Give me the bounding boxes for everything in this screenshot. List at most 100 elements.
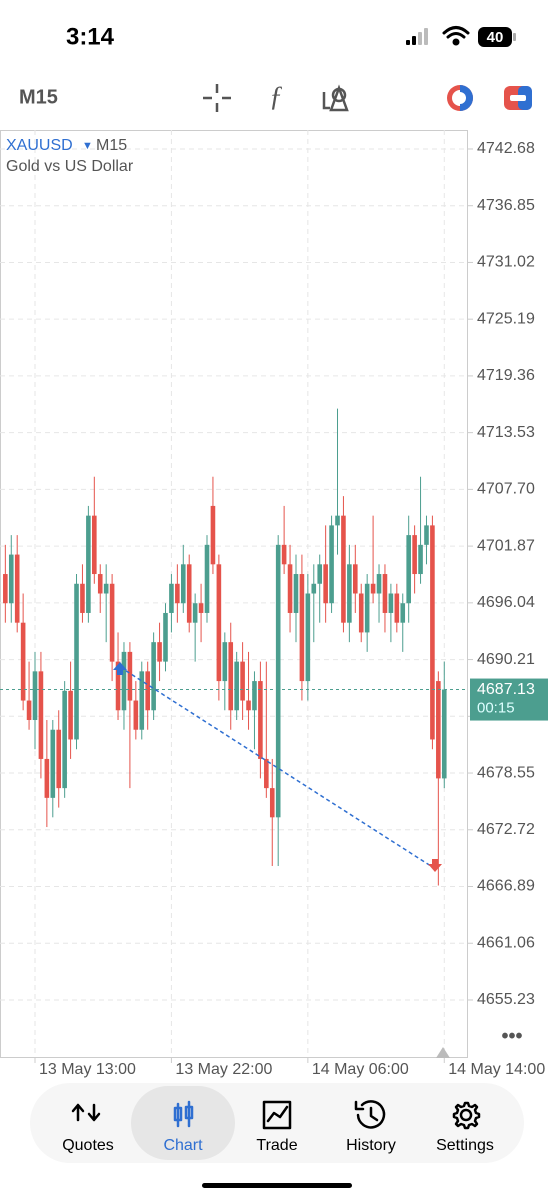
candle-body [430,525,435,740]
tab-icon[interactable] [354,1100,386,1129]
tab-icon[interactable] [71,1103,101,1122]
candle-body [115,661,121,711]
candle-body [394,593,400,623]
battery-tip [513,33,516,41]
candle-body [169,583,174,613]
scroll-marker[interactable] [436,1047,450,1058]
candle-body [281,544,287,565]
candle-body [139,671,145,730]
candle-body [441,689,447,779]
candle-body [323,564,328,604]
candle-body [293,574,299,613]
candle-body [186,564,192,623]
candle-body [127,651,133,701]
candle-body [175,583,180,604]
candle-body [400,603,406,623]
candle-body [14,554,20,623]
symbol-dropdown[interactable]: ▼ [82,140,93,152]
chart-timeframe: M15 [96,137,127,154]
candle-body [246,700,251,711]
candle-body [252,681,257,711]
indicators-button[interactable]: ƒ [269,81,283,112]
objects-button[interactable] [322,84,349,112]
candle-body [358,593,364,633]
tab-icon[interactable] [173,1100,194,1128]
tab-label[interactable]: Quotes [62,1137,114,1154]
y-tick-label: 4672.72 [477,821,535,838]
y-tick-label: 4725.19 [477,310,535,327]
y-tick-label: 4661.06 [477,934,535,951]
tab-icon[interactable] [262,1100,292,1130]
candle-body [8,554,14,604]
candle-body [80,583,85,613]
candle-body [103,583,109,594]
candle-body [436,681,441,779]
chart: 4742.68 4736.85 4731.02 4725.19 4719.36 4713.… [0,130,548,1078]
x-tick-label: 13 May 22:00 [175,1061,272,1078]
home-indicator [202,1183,352,1188]
candle-body [275,544,281,818]
candle-body [163,612,168,662]
tab-icon[interactable] [452,1101,481,1130]
candle-body [157,642,162,662]
x-tick-label: 14 May 06:00 [312,1061,409,1078]
candle-body [133,700,139,730]
x-tick-label: 13 May 13:00 [39,1061,136,1078]
y-tick-label: 4690.21 [477,651,535,668]
candle-body [341,515,346,623]
current-price-label: 4687.13 [477,681,535,698]
candle-body [151,642,156,711]
clock: 3:14 [66,23,115,50]
candle-body [74,583,79,740]
candle-body [311,583,317,594]
more-button[interactable]: ••• [501,1025,522,1047]
candle-body [68,690,73,740]
candle-body [264,758,269,789]
battery-level: 40 [487,29,504,46]
candle-body [240,661,245,701]
signal-icon [406,28,428,45]
chart-frame [0,130,468,1058]
crosshair-button[interactable] [203,84,231,112]
x-tick-label: 14 May 14:00 [448,1061,545,1078]
candle-body [234,661,239,711]
tab-label[interactable]: Settings [436,1137,494,1154]
candle-body [269,788,275,818]
candle-body [145,671,150,711]
tab-label[interactable]: Chart [163,1137,203,1154]
candle-body [92,515,97,575]
candle-body [180,564,186,604]
candle-body [121,651,127,711]
candle-body [222,642,228,682]
symbol-description: Gold vs US Dollar [6,158,134,175]
trade-button[interactable] [504,86,532,110]
battery [478,27,512,47]
candle-body [347,564,352,623]
candle-body [287,564,293,613]
timeframe-button[interactable]: M15 [19,86,58,108]
candle-body [370,583,376,594]
buy-arrow [113,662,127,675]
candle-body [97,574,103,594]
y-tick-label: 4655.23 [477,991,535,1008]
sell-arrow [428,859,442,872]
y-tick-label: 4666.89 [477,878,535,895]
countdown: 00:15 [477,700,515,717]
y-tick-label: 4678.55 [477,764,535,781]
candle-body [382,574,388,613]
y-tick-label: 4696.04 [477,594,535,611]
tab-label[interactable]: Trade [256,1137,297,1154]
candle-body [364,583,370,633]
candle-body [198,603,204,613]
account-button[interactable] [447,85,473,111]
candle-body [424,525,429,545]
candle-body [38,671,44,759]
candle-body [32,671,38,721]
y-tick-label: 4731.02 [477,254,535,271]
candle-body [258,681,263,759]
tab-label[interactable]: History [346,1137,396,1154]
symbol[interactable]: XAUUSD [6,137,73,154]
candle-body [44,758,50,798]
y-tick-label: 4742.68 [477,140,535,157]
